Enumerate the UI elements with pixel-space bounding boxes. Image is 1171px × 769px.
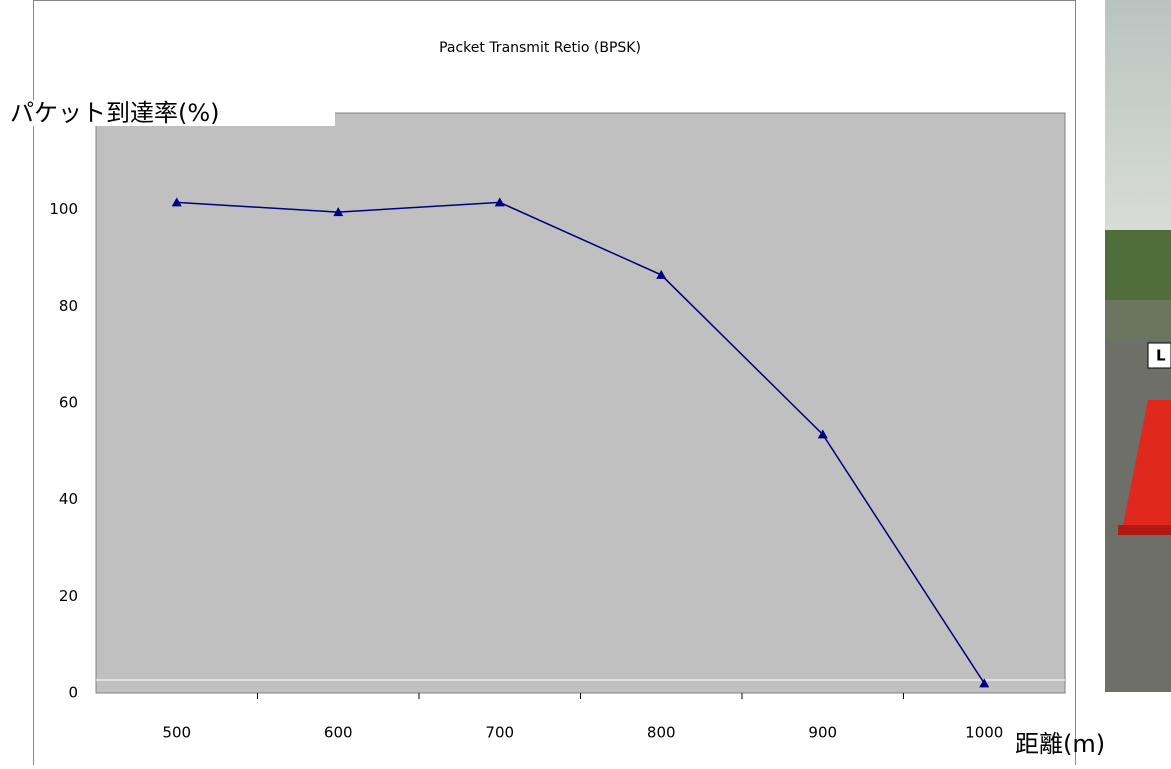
y-tick-label: 0 (68, 684, 78, 702)
x-tick-label: 1000 (965, 724, 1003, 742)
photo: L (1105, 0, 1171, 692)
chart: L Packet Transmit Retio (BPSK) パケット到達率(%… (0, 0, 1171, 765)
x-tick-label: 700 (485, 724, 514, 742)
y-tick-label: 60 (59, 394, 78, 412)
y-tick-label: 100 (49, 200, 78, 218)
x-tick-label: 800 (647, 724, 676, 742)
x-axis-label: 距離(m) (1015, 730, 1105, 758)
y-axis-label: パケット到達率(%) (10, 99, 220, 127)
y-tick-label: 80 (59, 297, 78, 315)
plot-area (96, 113, 1065, 693)
x-tick-label: 500 (162, 724, 191, 742)
x-tick-label: 900 (808, 724, 837, 742)
page: L Packet Transmit Retio (BPSK) パケット到達率(%… (0, 0, 1171, 765)
y-tick-label: 20 (59, 587, 78, 605)
x-tick-label: 600 (324, 724, 353, 742)
y-tick-label: 40 (59, 490, 78, 508)
chart-title: Packet Transmit Retio (BPSK) (439, 40, 641, 56)
photo-label: L (1156, 347, 1166, 365)
